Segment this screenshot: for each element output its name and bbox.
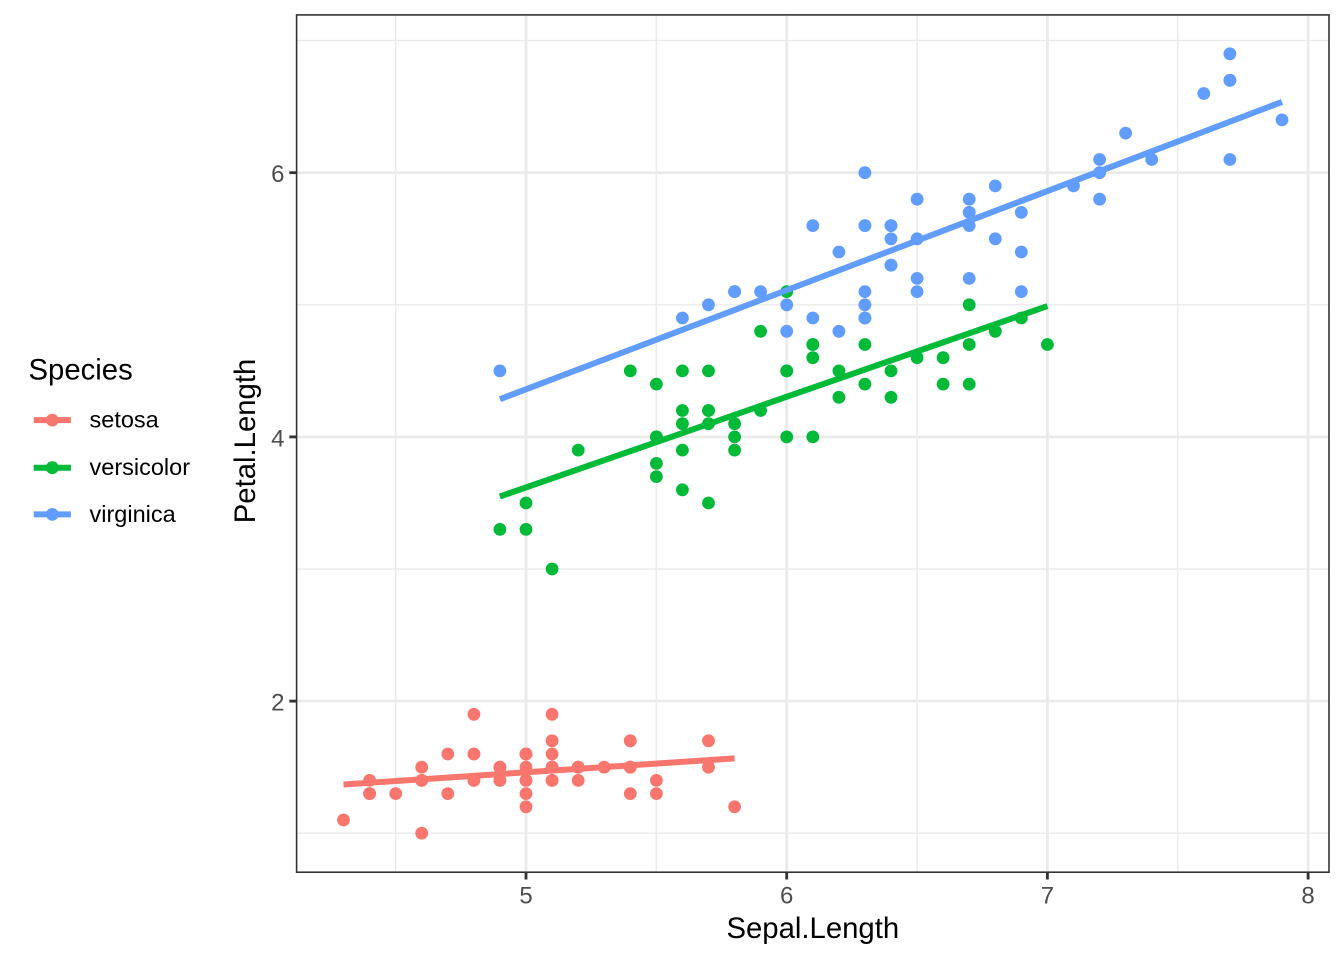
svg-text:7: 7 <box>1041 883 1054 910</box>
svg-text:Petal.Length: Petal.Length <box>229 359 262 524</box>
svg-text:virginica: virginica <box>90 501 177 527</box>
svg-text:8: 8 <box>1301 883 1314 910</box>
svg-text:Sepal.Length: Sepal.Length <box>726 912 899 945</box>
svg-text:5: 5 <box>519 883 532 910</box>
svg-text:versicolor: versicolor <box>90 454 191 480</box>
svg-text:4: 4 <box>271 425 284 452</box>
svg-text:6: 6 <box>271 161 284 188</box>
svg-text:Species: Species <box>29 354 133 387</box>
svg-text:setosa: setosa <box>90 407 160 433</box>
svg-text:2: 2 <box>271 690 284 717</box>
svg-text:6: 6 <box>780 883 793 910</box>
